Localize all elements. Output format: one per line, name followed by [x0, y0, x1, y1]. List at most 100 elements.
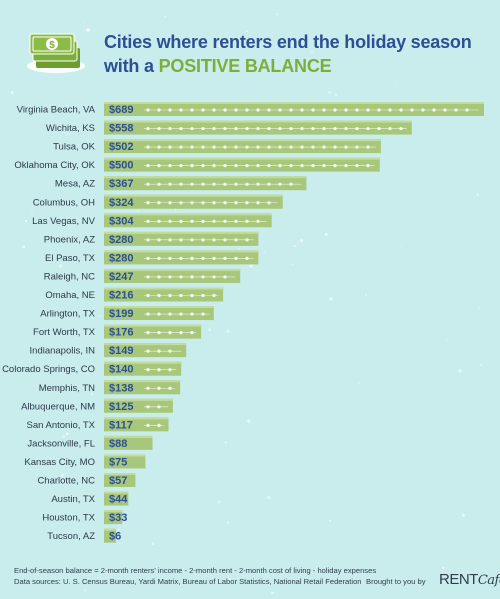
light-bulb: [377, 126, 381, 131]
light-bulb: [146, 145, 150, 149]
light-bulb: [256, 108, 260, 112]
light-bulb: [168, 312, 172, 316]
snowflake-dot: [220, 302, 223, 304]
bar: [104, 139, 381, 154]
light-bulb: [146, 182, 150, 186]
bar-highlight: [104, 398, 173, 401]
city-label: Columbus, OH: [33, 197, 95, 208]
light-bulb: [311, 126, 315, 131]
light-bulb: [157, 331, 161, 335]
data-sources-note: Data sources: U. S. Census Bureau, Yardi…: [14, 577, 362, 586]
bar-highlight: [104, 231, 259, 234]
snowflake-dot: [329, 520, 332, 522]
light-bulb: [267, 145, 271, 149]
snowflake-dot: [83, 21, 86, 24]
light-bulb: [234, 201, 238, 205]
light-bulb: [190, 219, 194, 223]
light-bulb: [289, 164, 293, 168]
city-label: Arlington, TX: [40, 309, 95, 320]
city-label: Virginia Beach, VA: [17, 105, 96, 116]
bar: [104, 157, 380, 172]
light-bulb: [190, 312, 194, 316]
light-bulb: [311, 145, 315, 149]
light-bulb: [344, 126, 348, 131]
snowflake-dot: [86, 28, 90, 32]
light-bulb: [168, 256, 172, 260]
snowflake-dot: [244, 335, 246, 337]
bar-highlight: [104, 213, 272, 216]
light-bulb: [157, 219, 161, 223]
snowflake-dot: [327, 90, 331, 94]
light-bulb: [190, 108, 194, 112]
value-label: $199: [109, 308, 133, 320]
light-bulb: [432, 108, 436, 112]
snowflake-dot: [299, 239, 304, 243]
light-bulb: [333, 126, 337, 131]
snowflake-dot: [224, 441, 227, 444]
light-bulb: [146, 349, 150, 353]
bar-highlight: [104, 157, 380, 160]
bar: [104, 528, 116, 543]
light-bulb: [245, 164, 249, 168]
light-bulb: [300, 145, 304, 149]
light-bulb: [179, 126, 183, 131]
bar-highlight: [104, 268, 241, 271]
light-bulb: [201, 256, 205, 260]
bar-highlight: [104, 306, 214, 309]
bar-highlight: [104, 417, 169, 420]
light-bulb: [256, 201, 260, 205]
rentcafe-logo-main: RENT: [439, 571, 478, 588]
value-label: $689: [109, 104, 133, 116]
light-bulb: [223, 126, 227, 131]
light-bulb: [190, 238, 194, 242]
snowflake-dot: [479, 363, 482, 366]
light-bulb: [333, 145, 337, 149]
city-label: Raleigh, NC: [44, 271, 95, 282]
light-bulb: [234, 182, 238, 186]
bar: [104, 398, 173, 413]
city-label: Wichita, KS: [46, 123, 95, 134]
light-bulb: [168, 201, 172, 205]
light-bulb: [190, 182, 194, 186]
snowflake-dot: [24, 219, 28, 223]
light-bulb: [146, 238, 150, 242]
light-bulb: [201, 312, 205, 316]
light-bulb: [190, 293, 194, 298]
light-bulb: [300, 108, 304, 112]
light-bulb: [146, 275, 150, 279]
light-bulb: [267, 182, 271, 186]
title-accent: POSITIVE BALANCE: [158, 56, 332, 76]
light-bulb: [322, 145, 326, 149]
light-bulb: [223, 108, 227, 112]
bar: [104, 268, 241, 283]
snowflake-dot: [226, 329, 230, 334]
value-label: $75: [109, 456, 127, 468]
light-bulb: [245, 219, 249, 223]
light-bulb: [366, 145, 370, 149]
snowflake-dot: [476, 193, 479, 196]
bar: [104, 213, 272, 228]
light-bulb: [157, 164, 161, 168]
light-bulb: [278, 108, 282, 112]
snowflake-dot: [61, 434, 66, 439]
snowflake-dot: [91, 393, 93, 395]
snowflake-dot: [246, 30, 248, 33]
snowflake-dot: [151, 542, 155, 546]
city-label: Phoenix, AZ: [44, 234, 95, 245]
snowflake-dot: [293, 245, 296, 248]
light-bulb: [333, 164, 337, 168]
light-bulb: [234, 126, 238, 131]
bar-highlight: [104, 491, 129, 494]
bar: [104, 491, 129, 506]
light-bulb: [201, 275, 205, 279]
light-bulb: [157, 368, 161, 372]
light-bulb: [146, 405, 150, 409]
light-bulb: [146, 126, 150, 131]
light-bulb: [168, 219, 172, 223]
light-bulb: [168, 349, 172, 353]
snowflake-dot: [249, 264, 253, 268]
city-label: Kansas City, MO: [24, 457, 95, 468]
light-bulb: [190, 126, 194, 131]
bar-highlight: [104, 324, 202, 327]
snowflake-dot: [118, 528, 121, 531]
